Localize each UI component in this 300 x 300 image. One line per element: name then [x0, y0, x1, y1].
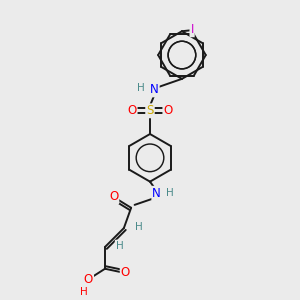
Text: H: H [137, 83, 145, 93]
Text: H: H [80, 287, 88, 297]
Text: H: H [134, 222, 142, 232]
Text: I: I [190, 23, 194, 36]
Text: N: N [152, 187, 161, 200]
Text: O: O [164, 104, 172, 117]
Text: N: N [150, 83, 159, 96]
Text: O: O [128, 104, 136, 117]
Text: H: H [116, 241, 123, 250]
Text: O: O [121, 266, 130, 279]
Text: S: S [146, 104, 154, 117]
Text: O: O [109, 190, 118, 203]
Text: H: H [166, 188, 173, 198]
Text: O: O [84, 273, 93, 286]
